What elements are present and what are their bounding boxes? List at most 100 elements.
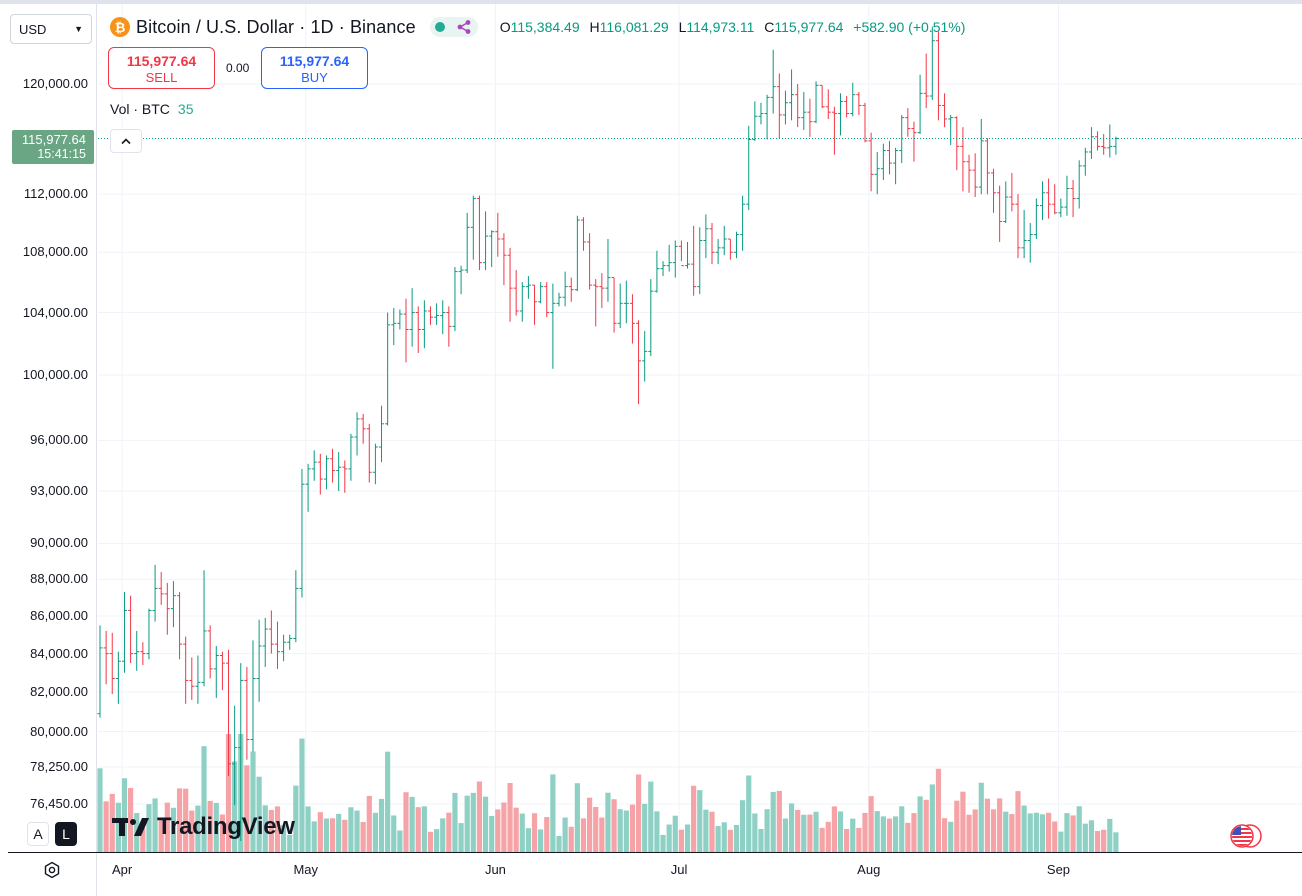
volume-bar: [770, 791, 776, 852]
volume-bar: [801, 814, 807, 852]
volume-bar: [1027, 813, 1033, 852]
volume-bar: [593, 806, 599, 852]
collapse-legend-button[interactable]: [110, 129, 142, 153]
sell-button[interactable]: 115,977.64 SELL: [108, 47, 215, 89]
ohlc-bar: [886, 140, 892, 175]
volume-bar: [262, 805, 268, 852]
x-tick-label: Apr: [111, 862, 133, 877]
ohlc-bar: [170, 581, 176, 628]
ohlc-bar: [274, 621, 280, 669]
ohlc-bar: [146, 608, 152, 660]
open-label: O: [499, 19, 511, 35]
volume-bar: [544, 817, 550, 852]
ohlc-bar: [250, 640, 256, 752]
auto-scale-button[interactable]: A: [27, 822, 49, 846]
tradingview-logo-text: TradingView: [157, 813, 295, 840]
volume-bar: [703, 809, 709, 852]
volume-bar: [158, 819, 164, 852]
volume-bar: [1113, 832, 1119, 852]
volume-bar: [458, 823, 464, 852]
high-value: 116,081.29: [599, 19, 669, 35]
volume-bar: [121, 778, 128, 852]
ohlc-bar: [954, 116, 960, 171]
symbol-legend: ₿ Bitcoin / U.S. Dollar · 1D · Binance O…: [110, 16, 965, 38]
volume-bar: [232, 761, 238, 852]
ohlc-bar: [678, 240, 684, 267]
ohlc-bar: [1003, 181, 1009, 223]
settings-button[interactable]: [40, 858, 64, 882]
volume-bar: [513, 807, 519, 852]
volume-bar: [1033, 812, 1039, 852]
currency-select[interactable]: USD ▼: [10, 14, 92, 44]
ohlc-bar: [660, 261, 666, 277]
currency-value: USD: [19, 21, 47, 37]
volume-bar: [446, 812, 452, 852]
ohlc-bar: [305, 463, 311, 512]
volume-bar: [660, 834, 666, 852]
ohlc-bar: [507, 247, 513, 322]
change-value: +582.90 (+0.51%): [853, 19, 966, 35]
x-axis-line: [8, 852, 1302, 853]
y-tick-label: 86,000.00: [30, 608, 88, 624]
volume-bar: [795, 809, 801, 852]
ohlc-bar: [489, 230, 495, 268]
volume-bar: [764, 809, 770, 852]
ohlc-bar: [972, 153, 978, 198]
ohlc-bar: [966, 154, 972, 193]
chevron-up-icon: [121, 138, 131, 145]
volume-bar: [360, 821, 366, 852]
ohlc-bar: [789, 69, 795, 121]
ohlc-bar: [213, 646, 219, 698]
buy-button[interactable]: 115,977.64 BUY: [261, 47, 368, 89]
volume-bar: [464, 795, 470, 852]
buy-price: 115,977.64: [279, 53, 350, 69]
ohlc-bar: [905, 108, 911, 137]
volume-bars: [97, 734, 1119, 852]
volume-bar: [1064, 813, 1070, 852]
volume-bar: [372, 812, 378, 852]
symbol-title[interactable]: Bitcoin / U.S. Dollar · 1D · Binance: [136, 16, 416, 37]
volume-bar: [415, 807, 421, 852]
ohlc-bar: [746, 125, 752, 210]
top-border: [0, 0, 1302, 4]
ohlc-bar: [121, 592, 127, 673]
ohlc-bar: [470, 195, 476, 260]
ohlc-bar: [1070, 179, 1076, 218]
volume-bar: [990, 809, 997, 852]
tradingview-logo[interactable]: TradingView: [111, 813, 295, 841]
volume-bar: [317, 812, 323, 852]
close-value: 115,977.64: [774, 19, 844, 35]
volume-bar: [856, 827, 862, 852]
volume-bar: [1076, 806, 1082, 852]
volume-bar: [250, 751, 256, 852]
ohlc-bar: [372, 443, 378, 485]
high-label: H: [589, 19, 600, 35]
ohlc-bar: [795, 84, 801, 128]
ohlc-bar: [807, 98, 813, 137]
ohlc-bar: [960, 127, 966, 192]
ohlc-bar: [440, 300, 446, 335]
ohlc-bar: [232, 705, 238, 806]
ohlc-bar: [611, 277, 617, 333]
y-tick-label: 88,000.00: [30, 571, 88, 587]
symbol-status-pill[interactable]: [429, 17, 478, 37]
ohlc-bar: [158, 572, 164, 605]
volume-bar: [666, 824, 672, 852]
volume-bar: [391, 815, 397, 852]
ohlc-bar: [562, 271, 568, 307]
volume-bar: [128, 788, 134, 852]
low-label: L: [678, 19, 687, 35]
ohlc-bar: [256, 619, 262, 702]
volume-bar: [654, 811, 660, 852]
ohlc-bar: [574, 215, 580, 292]
ohlc-bar: [672, 240, 678, 278]
volume-bar: [366, 795, 372, 852]
chart-grid: [98, 4, 1302, 852]
log-scale-button[interactable]: L: [55, 822, 77, 846]
ohlc-bar: [838, 93, 844, 136]
volume-bar: [213, 802, 219, 852]
volume-legend[interactable]: Vol · BTC 35: [110, 101, 193, 117]
us-flag-icon[interactable]: [1228, 823, 1264, 849]
volume-bar: [470, 792, 476, 852]
